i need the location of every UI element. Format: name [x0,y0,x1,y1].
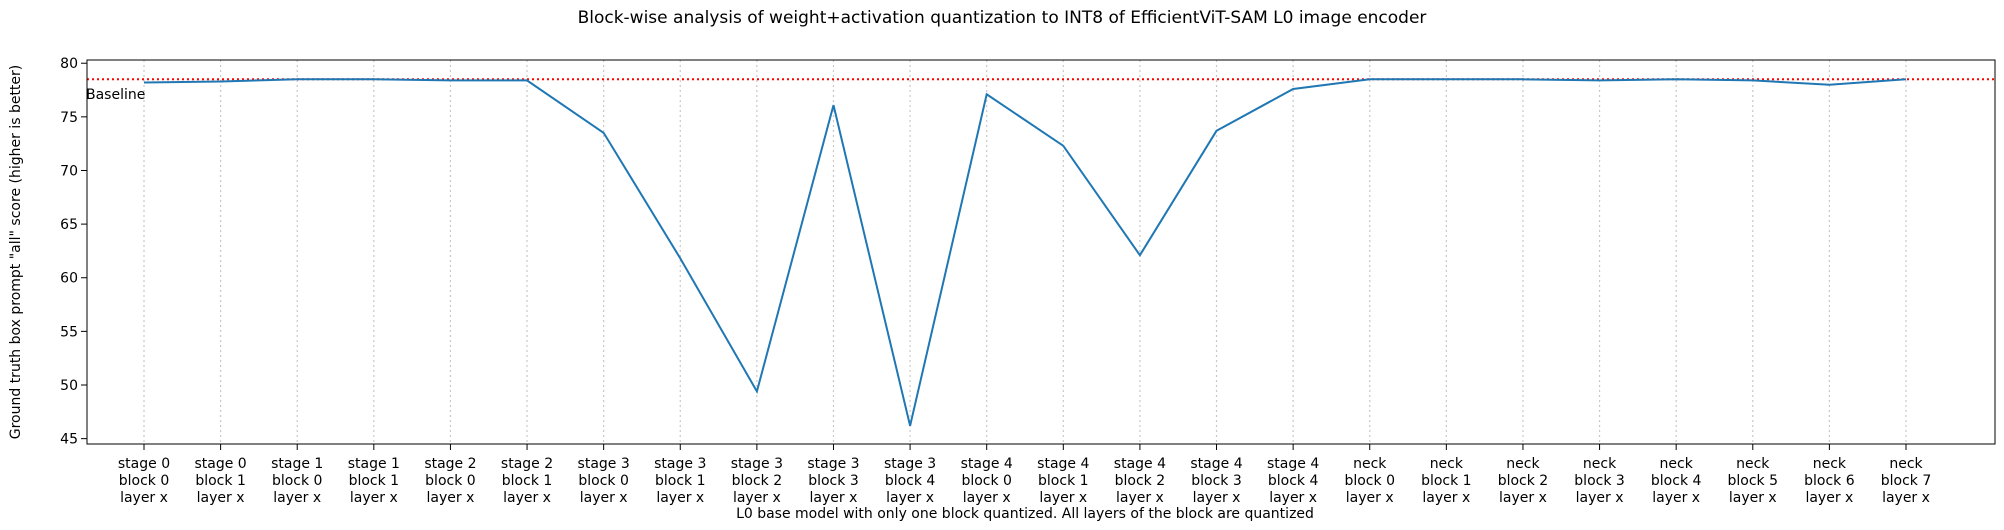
x-axis-label: L0 base model with only one block quanti… [736,506,1314,522]
x-tick-label: neck block 3 layer x [1574,456,1625,506]
x-tick-label: neck block 1 layer x [1421,456,1472,506]
y-tick-label: 65 [60,217,78,233]
x-axis: stage 0 block 0 layer x stage 0 block 1 layer… [118,444,1931,506]
x-tick-label: stage 3 block 1 layer x [654,456,706,506]
y-tick-label: 80 [60,56,78,72]
baseline-label: Baseline [86,87,145,103]
y-tick-label: 55 [60,324,78,340]
x-tick-label: stage 0 block 0 layer x [118,456,170,506]
plot-frame [86,59,1996,445]
x-tick-label: stage 4 block 3 layer x [1190,456,1242,506]
x-tick-label: stage 4 block 0 layer x [961,456,1013,506]
x-tick-label: stage 0 block 1 layer x [194,456,246,506]
x-tick-label: stage 3 block 3 layer x [807,456,859,506]
x-tick-label: neck block 4 layer x [1651,456,1702,506]
x-tick-label: stage 4 block 1 layer x [1037,456,1089,506]
x-tick-label: neck block 5 layer x [1728,456,1779,506]
y-tick-label: 45 [60,432,78,448]
x-tick-label: stage 3 block 0 layer x [578,456,630,506]
x-tick-label: neck block 7 layer x [1881,456,1932,506]
series-line [143,78,1907,427]
x-tick-label: stage 4 block 4 layer x [1267,456,1319,506]
x-tick-label: stage 3 block 2 layer x [731,456,783,506]
x-tick-label: stage 2 block 1 layer x [501,456,553,506]
x-tick-label: neck block 2 layer x [1498,456,1549,506]
y-tick-label: 75 [60,110,78,126]
y-axis-label: Ground truth box prompt "all" score (hig… [8,65,24,440]
gridlines [143,60,1907,444]
series-layer [143,78,1907,427]
x-tick-label: stage 2 block 0 layer x [424,456,476,506]
y-tick-label: 70 [60,163,78,179]
y-axis: 45 50 55 60 65 70 75 80 [60,56,87,448]
x-tick-label: stage 4 block 2 layer x [1114,456,1166,506]
x-tick-label: stage 1 block 1 layer x [348,456,400,506]
y-tick-label: 60 [60,271,78,287]
x-tick-label: stage 1 block 0 layer x [271,456,323,506]
y-tick-label: 50 [60,378,78,394]
x-tick-label: neck block 6 layer x [1804,456,1855,506]
chart-title: Block-wise analysis of weight+activation… [578,8,1427,28]
x-tick-label: stage 3 block 4 layer x [884,456,936,506]
x-tick-label: neck block 0 layer x [1344,456,1395,506]
